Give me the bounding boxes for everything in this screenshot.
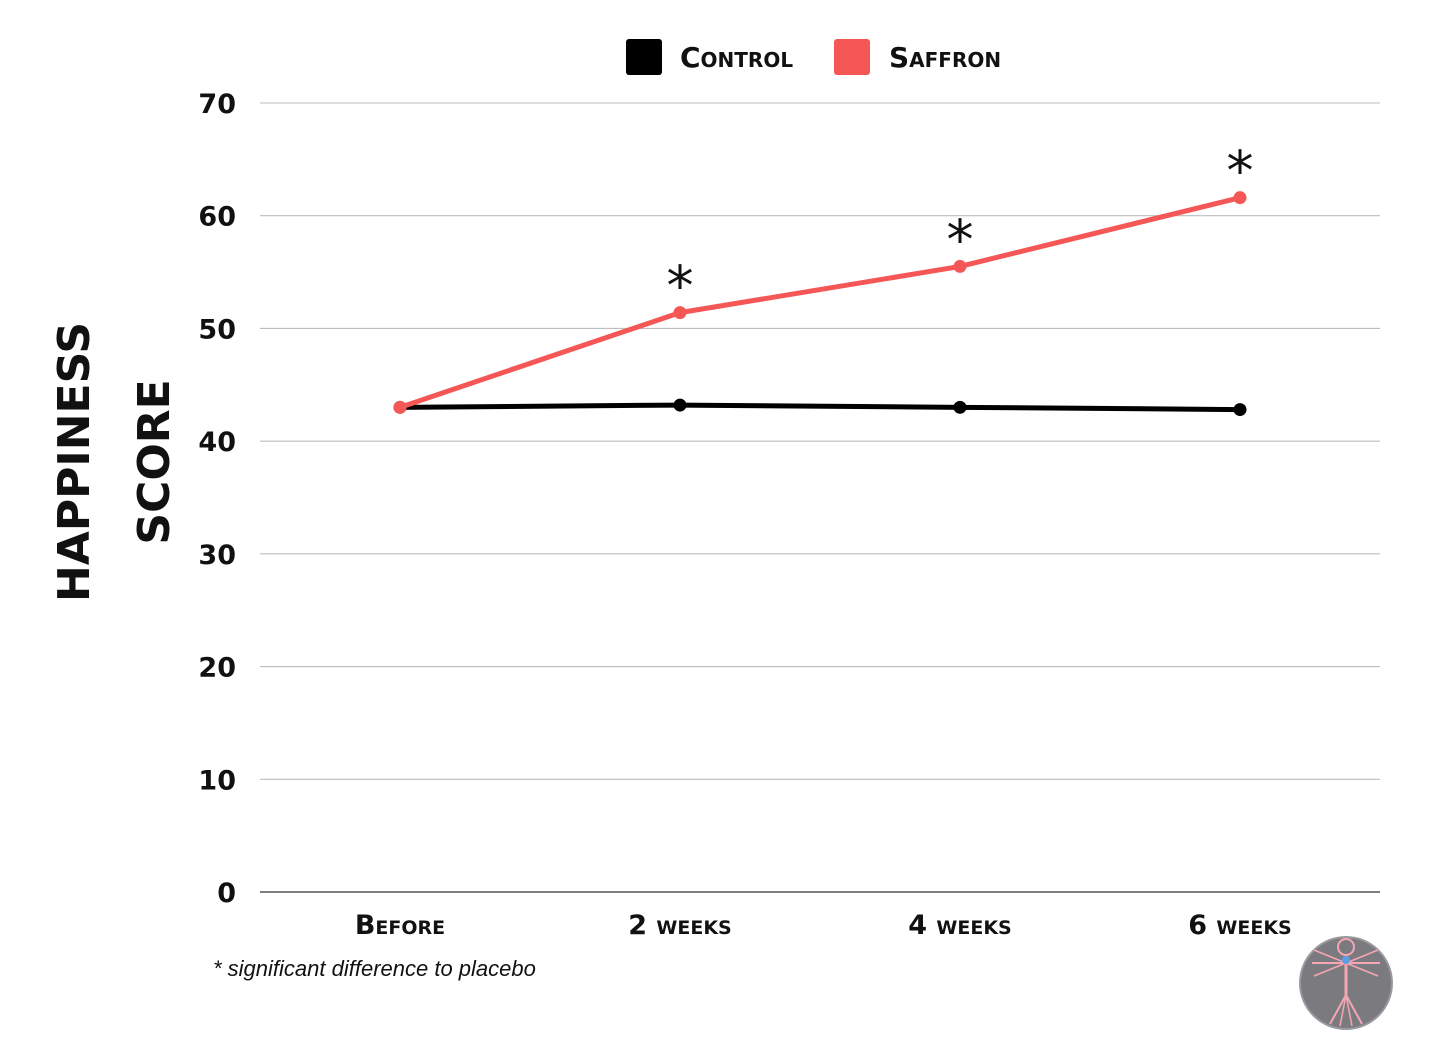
significance-marker-1: *	[667, 255, 694, 318]
x-tick-labels: Before 2 weeks 4 weeks 6 weeks	[355, 910, 1292, 941]
point-control-1	[673, 398, 687, 412]
y-tick-label-10: 10	[198, 765, 236, 796]
footnote: * significant difference to placebo	[213, 956, 536, 981]
significance-marker-3: *	[1227, 140, 1254, 203]
x-tick-label-0: Before	[355, 910, 445, 941]
gridlines	[260, 102, 1380, 893]
legend-label-control: Control	[680, 41, 793, 74]
legend: Control Saffron	[626, 39, 1001, 75]
y-tick-label-50: 50	[198, 314, 236, 345]
y-tick-label-20: 20	[198, 653, 236, 684]
vitruvian-man-logo-icon	[1299, 936, 1393, 1030]
y-axis-label: HAPPINESS SCORE	[49, 322, 180, 602]
series-lines	[393, 191, 1247, 417]
point-control-3	[1233, 403, 1247, 417]
y-axis-label-line-2: SCORE	[129, 379, 180, 544]
x-tick-label-3: 6 weeks	[1188, 910, 1292, 941]
significance-marker-2: *	[947, 208, 974, 271]
legend-label-saffron: Saffron	[889, 41, 1001, 74]
point-saffron-3	[1233, 191, 1247, 205]
point-control-2	[953, 400, 967, 414]
point-saffron-2	[953, 259, 967, 273]
y-axis-label-line-1: HAPPINESS	[49, 322, 100, 602]
x-tick-label-2: 4 weeks	[908, 910, 1012, 941]
series-line-control	[397, 402, 1243, 413]
x-tick-label-1: 2 weeks	[628, 910, 732, 941]
legend-swatch-saffron	[834, 39, 870, 75]
y-tick-label-30: 30	[198, 540, 236, 571]
series-line-saffron	[397, 195, 1243, 410]
point-saffron-1	[673, 306, 687, 320]
y-tick-labels: 0 10 20 30 40 50 60 70	[198, 89, 236, 909]
legend-swatch-control	[626, 39, 662, 75]
y-tick-label-0: 0	[217, 878, 236, 909]
y-tick-label-60: 60	[198, 202, 236, 233]
y-tick-label-40: 40	[198, 427, 236, 458]
point-saffron-0	[393, 400, 407, 414]
significance-markers: * * *	[667, 140, 1254, 318]
y-tick-label-70: 70	[198, 89, 236, 120]
